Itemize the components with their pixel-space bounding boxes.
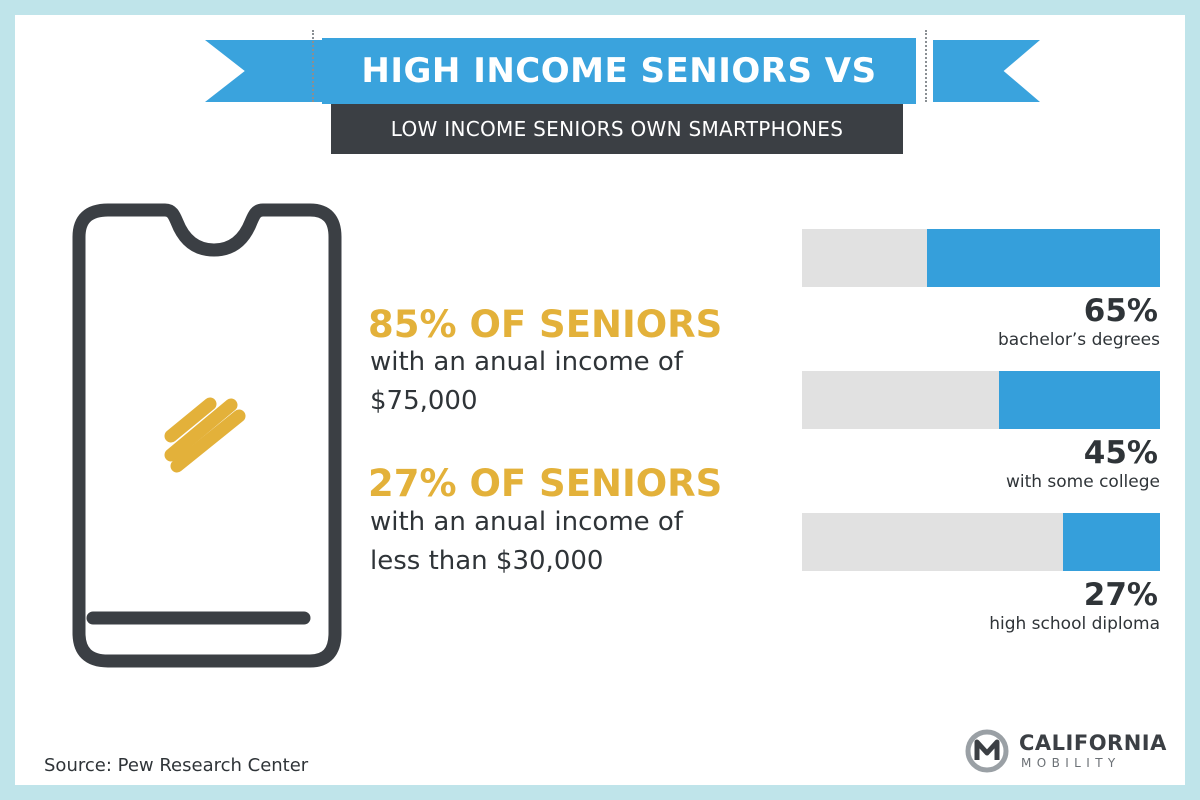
stat-line: with an anual income of — [370, 507, 683, 537]
logo-subname: MOBILITY — [1021, 756, 1121, 770]
logo-name: CALIFORNIA — [1019, 731, 1167, 755]
bar-category-label: with some college — [1005, 472, 1160, 492]
bar-track — [802, 513, 1160, 571]
phone-body — [72, 203, 342, 668]
bar-fill — [999, 371, 1160, 429]
bar-fill — [1063, 513, 1160, 571]
bar-category-label: high school diploma — [989, 614, 1160, 634]
stat-line: $75,000 — [370, 386, 478, 416]
california-mobility-logo-icon — [965, 729, 1009, 773]
stat-headline-high: 85% OF SENIORS — [368, 303, 723, 346]
page-subtitle: LOW INCOME SENIORS OWN SMARTPHONES — [390, 117, 844, 141]
stat-body-high: with an anual income of $75,000 — [370, 343, 730, 421]
bar-track — [802, 371, 1160, 429]
stat-body-low: with an anual income of less than $30,00… — [370, 503, 730, 581]
source-note: Source: Pew Research Center — [44, 755, 309, 776]
bar-track — [802, 229, 1160, 287]
stat-line: with an anual income of — [370, 347, 683, 377]
stat-headline-low: 27% OF SENIORS — [368, 462, 723, 505]
logo-mark-icon — [164, 397, 246, 473]
bar-value-label: 27% — [1083, 577, 1158, 613]
title-banner: HIGH INCOME SENIORS VS — [322, 38, 916, 104]
bar-fill — [927, 229, 1160, 287]
page-title: HIGH INCOME SENIORS VS — [361, 51, 877, 91]
bar-value-label: 65% — [1083, 293, 1158, 329]
divider-left — [312, 30, 314, 102]
subtitle-banner: LOW INCOME SENIORS OWN SMARTPHONES — [331, 104, 903, 154]
bar-value-label: 45% — [1083, 435, 1158, 471]
bar-category-label: bachelor’s degrees — [998, 330, 1160, 350]
divider-right — [925, 30, 927, 102]
stat-line: less than $30,000 — [370, 546, 604, 576]
